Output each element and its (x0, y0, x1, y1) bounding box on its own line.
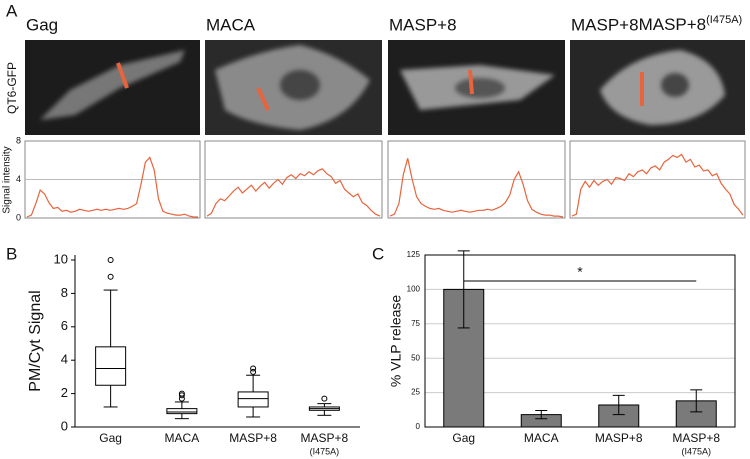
outlier (178, 392, 185, 399)
box (95, 346, 127, 386)
y-axis-label: PM/Cyt Signal (27, 290, 44, 391)
series-title: Gag (26, 15, 58, 34)
x-tick-label: MASP+8 (229, 431, 277, 445)
outlier (107, 273, 114, 280)
y-tick-label: 100 (407, 285, 421, 294)
y-tick-label: 125 (407, 250, 421, 259)
y-tick-label: 0 (16, 212, 21, 222)
plot-frame (424, 254, 736, 428)
box (166, 408, 198, 415)
x-tick-label: MACA (524, 431, 559, 445)
profile-line (206, 168, 381, 217)
panel-label: C (372, 244, 384, 263)
image-label: QT6-GFP (5, 62, 19, 114)
micrograph (25, 40, 200, 135)
outlier (250, 365, 257, 372)
significance-label: * (577, 264, 583, 280)
y-tick-label: 0 (61, 418, 68, 433)
series-title-superscript: (I475A) (706, 14, 742, 26)
y-tick-label: 2 (61, 385, 68, 400)
panel-label: A (6, 1, 18, 20)
y-tick-label: 25 (411, 388, 420, 397)
outlier (250, 368, 257, 375)
profile-line (26, 156, 198, 218)
x-tick-label: Gag (452, 431, 475, 445)
y-tick-label: 50 (411, 353, 420, 362)
x-tick-label: MACA (165, 431, 200, 445)
x-tick-label: Gag (99, 431, 122, 445)
series-title: MASP+8MASP+8(I475A) (571, 14, 742, 35)
micrograph (570, 40, 745, 135)
x-tick-label: MASP+8 (672, 431, 720, 445)
x-tick-sublabel: (I475A) (681, 446, 711, 456)
series-title: MASP+8 (639, 15, 707, 34)
y-tick-label: 75 (411, 319, 420, 328)
profile-line (389, 158, 564, 218)
y-tick-label: 0 (416, 422, 421, 431)
outlier (321, 395, 328, 402)
y-tick-label: 4 (16, 174, 21, 184)
micrograph (388, 40, 565, 135)
micrograph (205, 40, 382, 135)
series-title: MACA (206, 15, 256, 34)
x-tick-sublabel: (I475A) (310, 446, 340, 456)
y-tick-label: 6 (61, 318, 68, 333)
y-tick-label: 8 (16, 135, 21, 145)
y-axis-label: % VLP release (388, 295, 404, 388)
bar (443, 288, 485, 428)
series-title: MASP+8 (389, 15, 457, 34)
outlier (107, 257, 114, 264)
x-tick-label: MASP+8 (595, 431, 643, 445)
y-axis-label: Signal intensity (2, 146, 13, 213)
x-tick-label: MASP+8 (301, 431, 349, 445)
y-tick-label: 4 (61, 352, 68, 367)
panel-label: B (6, 244, 17, 263)
box (237, 391, 269, 408)
y-tick-label: 10 (54, 251, 68, 266)
y-tick-label: 8 (61, 285, 68, 300)
profile-line (571, 153, 744, 217)
outlier (178, 390, 185, 397)
